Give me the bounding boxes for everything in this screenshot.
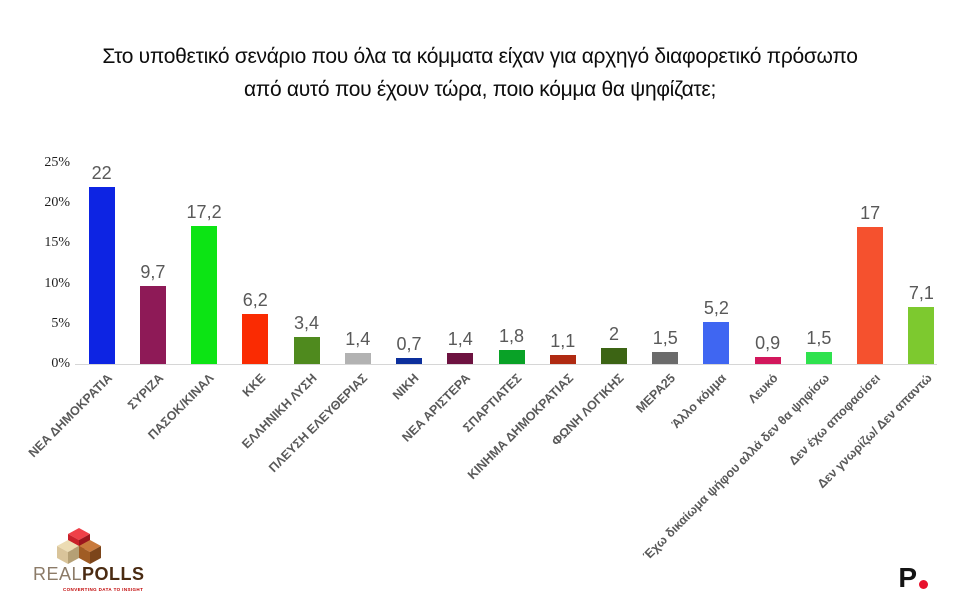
bar [139,286,166,364]
y-tick-label: 20% [44,195,70,211]
bar-value-label: 1,4 [447,328,473,349]
bar [805,351,832,364]
y-tick-label: 0% [51,356,70,371]
x-category-label: Έχω δικαίωμα ψήφου αλλά δεν θα ψηφίσω [640,371,832,563]
x-category-label: ΝΙΚΗ [390,371,422,403]
bar-value-label: 1,4 [345,328,371,349]
realpolls-logo: REALPOLLS CONVERTING DATA TO INSIGHT [33,528,163,598]
chart-title: Στο υποθετικό σενάριο που όλα τα κόμματα… [20,40,940,106]
x-category-label: ΣΥΡΙΖΑ [124,371,166,413]
y-tick-label: 15% [44,235,70,251]
x-category-label: ΜΕΡΑ25 [633,371,679,416]
y-axis: 0% 5% 10% 15% 20% 25% [0,155,70,371]
bar [652,351,679,364]
plot-area: 22 9,7 17,2 6,2 3,4 1,4 0,7 1,4 1,8 1,1 2 1,5 5,2 0,9… [76,163,947,364]
bar-value-label: 0,9 [755,332,781,353]
bar-value-label: 1,8 [498,325,525,346]
chart-title-line2: από αυτό που έχουν τώρα, ποιο κόμμα θα ψ… [243,78,717,101]
x-axis-labels: ΝΕΑ ΔΗΜΟΚΡΑΤΙΑ ΣΥΡΙΖΑ ΠΑΣΟΚ/ΚΙΝΑΛ ΚΚΕ ΕΛΛΗΝΙ… [25,371,947,571]
bar [242,314,269,364]
bar [88,187,115,364]
x-category-label: ΝΕΑ ΔΗΜΟΚΡΑΤΙΑ [25,371,115,461]
bar-value-label: 2 [608,323,619,344]
bar [293,336,320,364]
bar [600,347,627,364]
x-category-label: ΚΚΕ [239,371,269,400]
bar-value-label: 0,7 [396,334,422,355]
bar [396,358,423,364]
bar [344,352,371,364]
x-axis-line [75,364,937,365]
realpolls-wordmark-real: REAL [33,564,83,584]
x-category-label: ΚΙΝΗΜΑ ΔΗΜΟΚΡΑΤΙΑΣ [464,371,576,483]
bar [549,355,576,364]
bar [703,322,730,364]
bar-value-label: 17 [860,203,881,224]
x-category-label: Δεν έχω αποφασίσει [786,371,884,468]
bar-value-label: 9,7 [140,262,166,283]
bar-value-label: 1,5 [652,327,678,348]
x-category-label: Άλλο κόμμα [669,371,730,432]
y-tick-label: 10% [44,275,70,291]
realpolls-tagline: CONVERTING DATA TO INSIGHT [63,587,144,592]
chart-title-line1: Στο υποθετικό σενάριο που όλα τα κόμματα… [102,45,858,68]
bar-value-label: 3,4 [294,312,320,333]
realpolls-cube-icon [57,528,101,564]
bar-value-label: 5,2 [703,298,729,319]
bar-value-label: 1,5 [806,327,832,348]
realpolls-wordmark: REALPOLLS [33,564,163,585]
bar [857,227,884,364]
bar-value-label: 17,2 [186,201,222,222]
bar [498,349,525,364]
bar-value-label: 22 [91,163,112,184]
bar-value-label: 6,2 [242,290,268,311]
bar [191,225,218,364]
bar [908,306,935,364]
y-tick-label: 5% [51,315,70,331]
p-logo-letter: P [898,562,917,593]
p-logo: P [898,562,928,593]
realpolls-wordmark-polls: POLLS [82,564,145,584]
bar [447,352,474,364]
bar [754,356,781,364]
bar-value-label: 7,1 [908,282,934,303]
x-category-label: Λευκό [745,371,781,407]
bar-value-label: 1,1 [550,331,576,352]
y-tick-label: 25% [44,155,70,170]
p-logo-red-dot-icon [919,580,928,589]
x-category-label: ΠΛΕΥΣΗ ΕΛΕΥΘΕΡΙΑΣ [266,371,371,476]
